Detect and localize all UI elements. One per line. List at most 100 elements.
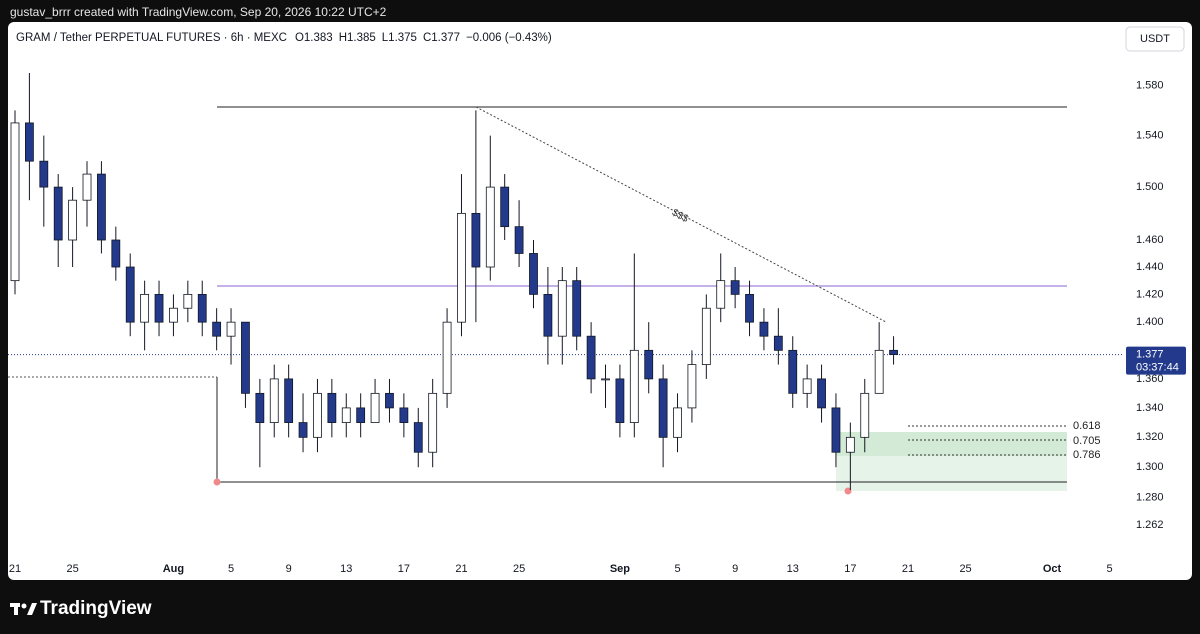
candle-body bbox=[514, 226, 524, 254]
candle-body bbox=[687, 364, 697, 409]
candle-body bbox=[860, 392, 870, 438]
candle-body bbox=[53, 186, 63, 241]
symbol: GRAM / Tether PERPETUAL FUTURES · 6h · M… bbox=[16, 32, 287, 44]
y-tick-label: 1.320 bbox=[1136, 431, 1164, 443]
last-price-label: 1.377 bbox=[1136, 348, 1164, 360]
candle-body bbox=[269, 378, 279, 423]
last-price-box bbox=[1126, 346, 1186, 375]
x-tick-label: 25 bbox=[513, 563, 525, 575]
candle-body bbox=[615, 378, 625, 423]
x-tick-label: 5 bbox=[1107, 563, 1113, 575]
x-tick-label: 5 bbox=[228, 563, 234, 575]
y-tick-label: 1.300 bbox=[1136, 461, 1164, 473]
candle-body bbox=[457, 212, 466, 323]
candle-body bbox=[529, 253, 538, 295]
candle-body bbox=[255, 392, 265, 423]
candle-body bbox=[284, 378, 294, 423]
candle-body bbox=[226, 321, 236, 337]
x-tick-label: 9 bbox=[286, 563, 292, 575]
candle-body bbox=[730, 280, 740, 295]
candle-body bbox=[644, 349, 654, 380]
ohlc: L1.375 bbox=[382, 32, 417, 44]
candle-body bbox=[241, 321, 250, 394]
trend-line bbox=[475, 106, 887, 323]
x-tick-label: 13 bbox=[340, 563, 352, 575]
fib-label: 0.705 bbox=[1073, 435, 1101, 447]
x-tick-label: 13 bbox=[787, 563, 799, 575]
fib-label: 0.618 bbox=[1073, 420, 1101, 432]
trend-label: $$$ bbox=[670, 207, 690, 225]
x-tick-label: Sep bbox=[610, 563, 630, 575]
candle-body bbox=[759, 321, 769, 337]
candle-body bbox=[817, 378, 826, 409]
x-tick-label: Oct bbox=[1043, 563, 1062, 575]
candle-body bbox=[154, 293, 164, 323]
candle-body bbox=[125, 266, 135, 323]
candle-body bbox=[197, 293, 207, 323]
candle-body bbox=[889, 349, 898, 355]
candle-body bbox=[701, 307, 711, 365]
candle-body bbox=[831, 407, 841, 453]
candle-body bbox=[169, 307, 178, 323]
candle-body bbox=[601, 378, 610, 381]
candle-body bbox=[673, 407, 682, 438]
x-tick-label: 21 bbox=[902, 563, 914, 575]
y-tick-label: 1.440 bbox=[1136, 261, 1164, 273]
ohlc: H1.385 bbox=[339, 32, 376, 44]
candle-body bbox=[788, 349, 798, 394]
candle-body bbox=[773, 335, 783, 351]
currency-box[interactable] bbox=[1125, 26, 1185, 52]
brand-logo: TradingView bbox=[10, 596, 152, 622]
x-tick-label: Aug bbox=[163, 563, 184, 575]
x-tick-label: 21 bbox=[455, 563, 467, 575]
y-tick-label: 1.360 bbox=[1136, 373, 1164, 385]
symbol-legend: GRAM / Tether PERPETUAL FUTURES · 6h · M… bbox=[16, 32, 552, 44]
candle-body bbox=[658, 378, 668, 438]
chart-frame: $$$ 0.618 0.705 0.786 GRAM / Tether PERP… bbox=[8, 22, 1192, 580]
candle-body bbox=[313, 392, 322, 438]
candle-body bbox=[557, 280, 567, 337]
candle-body bbox=[370, 392, 380, 423]
x-tick-label: 25 bbox=[66, 563, 78, 575]
chart: $$$ 0.618 0.705 0.786 GRAM / Tether PERP… bbox=[8, 26, 1186, 575]
x-tick-label: 17 bbox=[398, 563, 410, 575]
candle-body bbox=[399, 407, 409, 423]
candle-body bbox=[356, 407, 366, 423]
candle-body bbox=[25, 122, 34, 162]
candle-body bbox=[212, 321, 222, 337]
candle-body bbox=[485, 186, 495, 268]
candle-body bbox=[745, 293, 754, 323]
candle-body bbox=[500, 186, 510, 228]
x-tick-label: 21 bbox=[9, 563, 21, 575]
header-text: gustav_brrr created with TradingView.com… bbox=[10, 5, 387, 19]
x-tick-label: 17 bbox=[844, 563, 856, 575]
candle-body bbox=[97, 173, 106, 241]
candle-body bbox=[183, 293, 193, 309]
candle-body bbox=[140, 293, 150, 323]
y-tick-label: 1.400 bbox=[1136, 316, 1164, 328]
candle-body bbox=[874, 349, 884, 394]
y-tick-label: 1.262 bbox=[1136, 519, 1164, 531]
candle-body bbox=[428, 392, 438, 453]
candle-body bbox=[572, 280, 582, 337]
candle-body bbox=[845, 436, 855, 453]
currency[interactable]: USDT bbox=[1140, 33, 1170, 45]
candle-body bbox=[413, 422, 423, 453]
candle-body bbox=[586, 335, 596, 380]
x-tick-label: 9 bbox=[732, 563, 738, 575]
candle-body bbox=[716, 280, 726, 309]
x-tick-label: 25 bbox=[959, 563, 971, 575]
fib-label: 0.786 bbox=[1073, 449, 1101, 461]
candle-body bbox=[68, 199, 78, 241]
marker-dot bbox=[844, 487, 852, 495]
brand-name: TradingView bbox=[40, 598, 152, 619]
y-tick-label: 1.460 bbox=[1136, 234, 1164, 246]
candle-body bbox=[629, 349, 639, 423]
y-tick-label: 1.580 bbox=[1136, 79, 1164, 91]
candle-body bbox=[111, 239, 121, 268]
zone-dark bbox=[836, 432, 1067, 456]
change: −0.006 (−0.43%) bbox=[466, 32, 552, 44]
candle-body bbox=[82, 173, 92, 201]
y-tick-label: 1.540 bbox=[1136, 129, 1164, 141]
